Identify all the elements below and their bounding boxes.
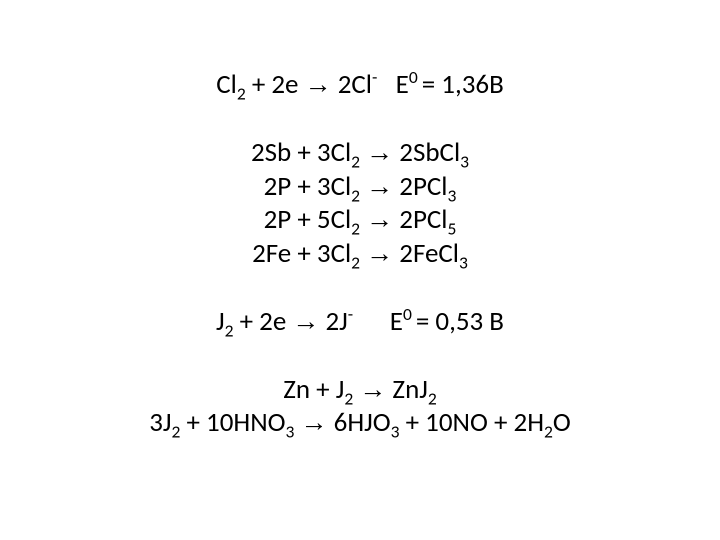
equation-line: Zn + J2 → ZnJ2 [283,373,437,407]
equation-line: 2P + 3Cl2 → 2PCl3 [264,170,457,204]
equation-line: 2Sb + 3Cl2 → 2SbCl3 [251,136,469,170]
equation-line: Cl2 + 2e → 2Cl- E0 = 1,36В [216,68,504,102]
equation-line: J2 + 2e → 2J- E0 = 0,53 В [216,305,504,339]
slide-body: Cl2 + 2e → 2Cl- E0 = 1,36В 2Sb + 3Cl2 → 2… [0,0,720,540]
equation-line: 2P + 5Cl2 → 2PCl5 [264,203,457,237]
equation-line: 2Fe + 3Cl2 → 2FeCl3 [252,237,468,271]
equation-line: 3J2 + 10HNO3 → 6HJO3 + 10NO + 2H2O [149,406,571,440]
